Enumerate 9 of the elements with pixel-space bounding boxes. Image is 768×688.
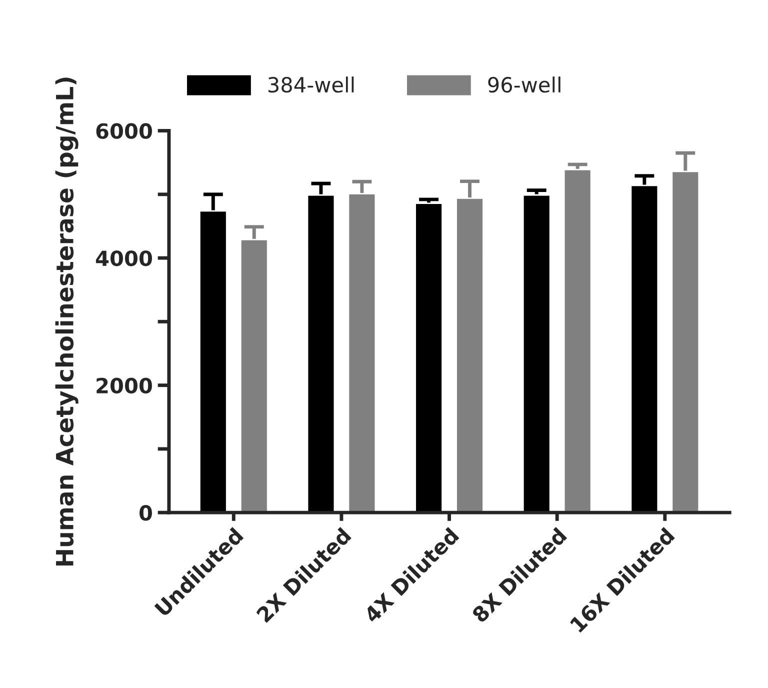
y-tick-label: 4000: [96, 250, 152, 266]
y-axis-title: Human Acetylcholinesterase (pg/mL): [55, 78, 78, 566]
y-tick-label: 6000: [96, 123, 152, 139]
legend-label: 384-well: [268, 76, 354, 93]
y-tick-label: 2000: [96, 378, 152, 394]
legend-label: 96-well: [488, 76, 560, 93]
bar: [522, 194, 551, 513]
bar: [563, 168, 592, 513]
y-tick-label: 0: [139, 505, 152, 521]
